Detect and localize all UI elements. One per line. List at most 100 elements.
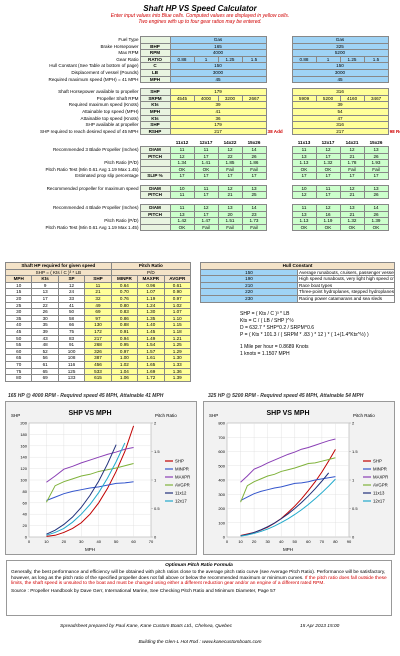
note — [266, 50, 292, 57]
value-cell: 17 — [315, 191, 341, 200]
unit: Kts — [139, 114, 171, 123]
cell: 30 — [31, 314, 59, 323]
value-cell: 1.85 — [217, 159, 243, 167]
value-cell: 1.86 — [241, 159, 267, 167]
y-tick-label: 100 — [218, 520, 225, 525]
cell: 58 — [57, 314, 86, 323]
x-tick-label: 0 — [28, 539, 31, 544]
cell: 17 — [31, 294, 59, 303]
table-title: Shaft HP required for given speed — [5, 262, 112, 270]
row: 65 56 108 387 1.00 1.61 1.30 — [4, 354, 192, 362]
cell: 15 — [4, 288, 33, 296]
value-cell: 13 — [217, 204, 243, 212]
cell: 10 — [4, 281, 33, 290]
value-cell: 1.19 — [315, 217, 341, 225]
value-cell: 1.47 — [193, 217, 219, 225]
y-tick-label: 600 — [218, 449, 225, 454]
value-cell: 12 — [315, 145, 341, 154]
unit: PITCH — [139, 210, 171, 219]
note — [388, 185, 400, 192]
row: 10 9 12 11 0.64 0.96 0.61 — [4, 281, 192, 290]
row: PITCH 11 17 21 25 12 17 21 26 — [0, 191, 400, 200]
cell: 56 — [31, 354, 59, 362]
value-cell: 0.88 — [291, 55, 317, 64]
row: PITCH 13 17 20 23 13 16 21 26 — [0, 210, 400, 219]
row: Recommended 3 Blade Propeller (Inches) DI… — [0, 145, 400, 154]
note — [266, 63, 292, 70]
hull-desc: Three-point hydroplanes, stepped hydropl… — [297, 288, 395, 296]
row: 210 Race boat types — [200, 281, 395, 290]
chart-title: SHP VS MPH — [68, 410, 111, 417]
cell: 35 — [4, 314, 33, 323]
value-cell: 1.42 — [169, 217, 195, 225]
value-cell: 4545 — [169, 94, 195, 103]
row-label: Attainable top speed (Knots) — [80, 115, 139, 121]
group-title: Pitch Ratio — [110, 262, 192, 270]
row: Shaft Horsepower available to propeller S… — [0, 88, 400, 96]
cell: 0.96 — [137, 281, 165, 290]
cell: 75 — [57, 327, 86, 336]
note — [266, 185, 292, 192]
value-cell: 17 — [363, 172, 389, 180]
note — [266, 146, 292, 153]
column-header: MPH — [4, 275, 33, 283]
cell: 0.94 — [110, 334, 139, 343]
value-cell: 13 — [169, 210, 195, 219]
x-axis-label: MPH — [283, 547, 293, 552]
conversion: 1 Mile per hour = 0.8689 Knots — [240, 343, 309, 350]
cell: 0.91 — [110, 327, 139, 336]
x-tick-label: 60 — [306, 539, 311, 544]
value-cell: 217 — [291, 127, 389, 136]
site: Building the Glen-L Hot Rod : www.kanecu… — [138, 640, 262, 645]
value-cell: 17 — [193, 191, 219, 200]
series-line — [240, 457, 336, 503]
row: Pitch Ratio Test (Min 0.61 Avg 1.19 Max … — [0, 165, 400, 174]
value-cell: 20 — [217, 210, 243, 219]
value-cell: Fail — [193, 223, 219, 232]
cell: 0.76 — [110, 294, 139, 303]
value-cell: 11 — [169, 191, 195, 200]
y-tick-label: 80 — [23, 489, 28, 494]
cell: 1.54 — [137, 341, 165, 349]
cell: 70 — [4, 360, 33, 369]
row: 80 69 133 615 1.06 1.72 1.39 — [4, 374, 192, 382]
legend-label: 11x12 — [175, 491, 187, 496]
section-table: Recommended propeller for maximum speed D… — [0, 184, 400, 200]
cell: 1.61 — [137, 354, 165, 362]
x-tick-label: 0 — [226, 539, 229, 544]
note — [266, 166, 292, 173]
note: Two engines with up to four gear ratios … — [138, 19, 262, 25]
cell: 1.02 — [163, 301, 192, 310]
row: Shaft HP required for given speed Pitch R… — [5, 262, 192, 270]
y-tick-label: 120 — [20, 466, 27, 471]
row: Displacement of vessel (Pounds) LB 3000 300… — [0, 68, 400, 77]
row: 25 22 41 49 0.80 1.24 1.02 — [4, 301, 192, 310]
unit: C — [139, 62, 171, 70]
row-label: SHP required to reach desired speed of 4… — [40, 128, 139, 134]
y2-tick-label: 1 — [154, 478, 157, 483]
box-source: Source : Propeller Handbook by Dave Gerr… — [11, 589, 276, 595]
value-cell: 13 — [363, 184, 389, 193]
row-label: SHP available at propeller — [85, 122, 139, 128]
unit: LB — [139, 68, 171, 77]
value-cell: 3200 — [217, 94, 243, 103]
cell: 1.19 — [137, 294, 165, 303]
value-cell: 47 — [291, 114, 389, 123]
y2-tick-label: 1.5 — [352, 449, 358, 454]
formula: SHP = ( Kts / C )³ * LB — [240, 310, 290, 317]
cell: 97 — [84, 314, 112, 323]
cell: 1.02 — [110, 360, 139, 369]
value-cell: 21 — [217, 191, 243, 200]
value-cell: 11 — [291, 204, 317, 212]
hull-value: 220 — [200, 288, 298, 296]
note — [388, 63, 400, 70]
box-warning: If the pitch ratio does fall outside the… — [11, 575, 387, 587]
value-cell: 1.34 — [169, 159, 195, 167]
note — [388, 37, 400, 44]
legend-label: MINPR — [373, 467, 387, 472]
cell: 24 — [57, 288, 86, 296]
value-cell: 13 — [291, 152, 317, 161]
cell: 0.97 — [163, 294, 192, 303]
value-cell: 12 — [315, 204, 341, 212]
